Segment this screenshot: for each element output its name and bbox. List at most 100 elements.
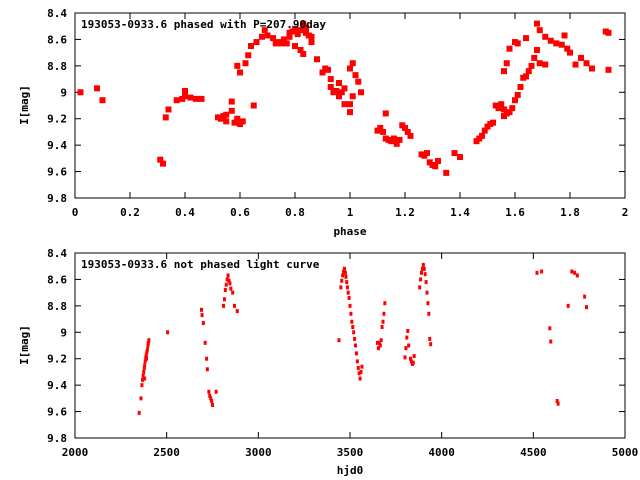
data-point — [354, 343, 357, 348]
data-point — [566, 303, 570, 308]
data-point — [355, 359, 359, 364]
data-point — [426, 301, 430, 306]
data-point — [344, 274, 348, 279]
data-point — [358, 89, 364, 96]
data-point — [359, 369, 363, 374]
data-point — [214, 389, 218, 394]
data-point — [421, 262, 425, 267]
data-point — [382, 110, 389, 117]
data-point — [303, 24, 309, 31]
data-point — [327, 76, 334, 83]
x-tick-label: 0 — [72, 206, 79, 219]
x-axis-label: phase — [333, 225, 366, 238]
data-point — [233, 303, 236, 308]
x-tick-label: 1.4 — [450, 206, 470, 219]
data-point — [406, 328, 410, 333]
y-tick-label: 9.4 — [47, 379, 67, 392]
data-point — [564, 45, 571, 52]
data-point — [99, 97, 106, 104]
data-point — [341, 273, 345, 278]
data-point — [412, 354, 416, 359]
data-point — [166, 330, 170, 335]
data-point — [528, 62, 535, 69]
data-point — [380, 325, 384, 329]
data-point — [346, 290, 350, 295]
data-point — [405, 335, 409, 340]
data-point — [146, 343, 150, 348]
data-point — [229, 286, 233, 291]
data-point — [407, 343, 411, 348]
data-point — [501, 68, 507, 75]
data-point — [350, 319, 354, 324]
x-tick-label: 2 — [622, 206, 629, 219]
data-point — [228, 107, 235, 114]
x-tick-label: 4500 — [520, 446, 547, 459]
data-point — [404, 128, 411, 135]
data-point — [234, 62, 241, 69]
data-point — [347, 295, 351, 300]
data-point — [567, 49, 573, 56]
data-point — [378, 343, 382, 348]
x-tick-label: 0.4 — [175, 206, 195, 219]
data-point — [145, 350, 149, 355]
data-point — [300, 50, 307, 57]
data-point — [531, 54, 538, 61]
data-point — [583, 60, 590, 67]
data-point — [237, 69, 243, 76]
data-point — [407, 132, 414, 139]
data-point — [226, 273, 230, 278]
data-point — [503, 60, 510, 67]
data-point — [428, 336, 432, 341]
data-point — [201, 321, 205, 326]
y-tick-label: 8.4 — [47, 247, 67, 260]
data-point — [457, 154, 463, 161]
data-point — [207, 389, 211, 394]
y-tick-label: 9 — [60, 326, 67, 339]
data-point — [250, 102, 257, 109]
data-point — [345, 280, 349, 285]
data-point — [393, 140, 400, 147]
y-tick-label: 8.8 — [47, 300, 67, 313]
chart-title: 193053-0933.6 not phased light curve — [81, 258, 320, 271]
data-point — [341, 101, 348, 108]
data-point — [278, 40, 285, 47]
data-point — [376, 340, 379, 345]
data-point — [209, 396, 213, 401]
y-tick-label: 9.8 — [47, 192, 67, 205]
data-point — [353, 336, 357, 341]
x-tick-label: 5000 — [612, 446, 639, 459]
data-point — [142, 365, 146, 370]
data-point — [140, 377, 144, 382]
data-point — [403, 355, 407, 360]
data-point — [575, 273, 579, 278]
data-point — [248, 43, 254, 50]
y-tick-label: 9.6 — [47, 406, 67, 419]
data-point — [534, 47, 540, 53]
data-point — [536, 27, 543, 34]
data-point — [605, 29, 612, 36]
data-point — [223, 288, 227, 292]
data-point — [239, 118, 246, 125]
data-point — [404, 346, 408, 351]
data-point — [308, 39, 315, 46]
data-point — [146, 340, 150, 345]
data-point — [200, 307, 203, 312]
data-point — [547, 37, 554, 44]
x-tick-label: 0.2 — [120, 206, 140, 219]
data-point — [523, 73, 529, 80]
data-point — [427, 311, 431, 316]
data-point — [490, 119, 496, 126]
data-point — [525, 68, 532, 75]
data-point — [418, 285, 422, 290]
data-point — [451, 150, 458, 157]
y-tick-label: 8.4 — [47, 7, 67, 20]
data-point — [347, 65, 353, 72]
data-point — [424, 150, 430, 157]
data-point — [223, 111, 230, 118]
data-point — [432, 163, 439, 170]
data-point — [540, 269, 544, 274]
data-point — [173, 97, 180, 104]
data-point — [203, 340, 207, 345]
x-tick-label: 1.6 — [505, 206, 525, 219]
data-point — [347, 101, 353, 108]
